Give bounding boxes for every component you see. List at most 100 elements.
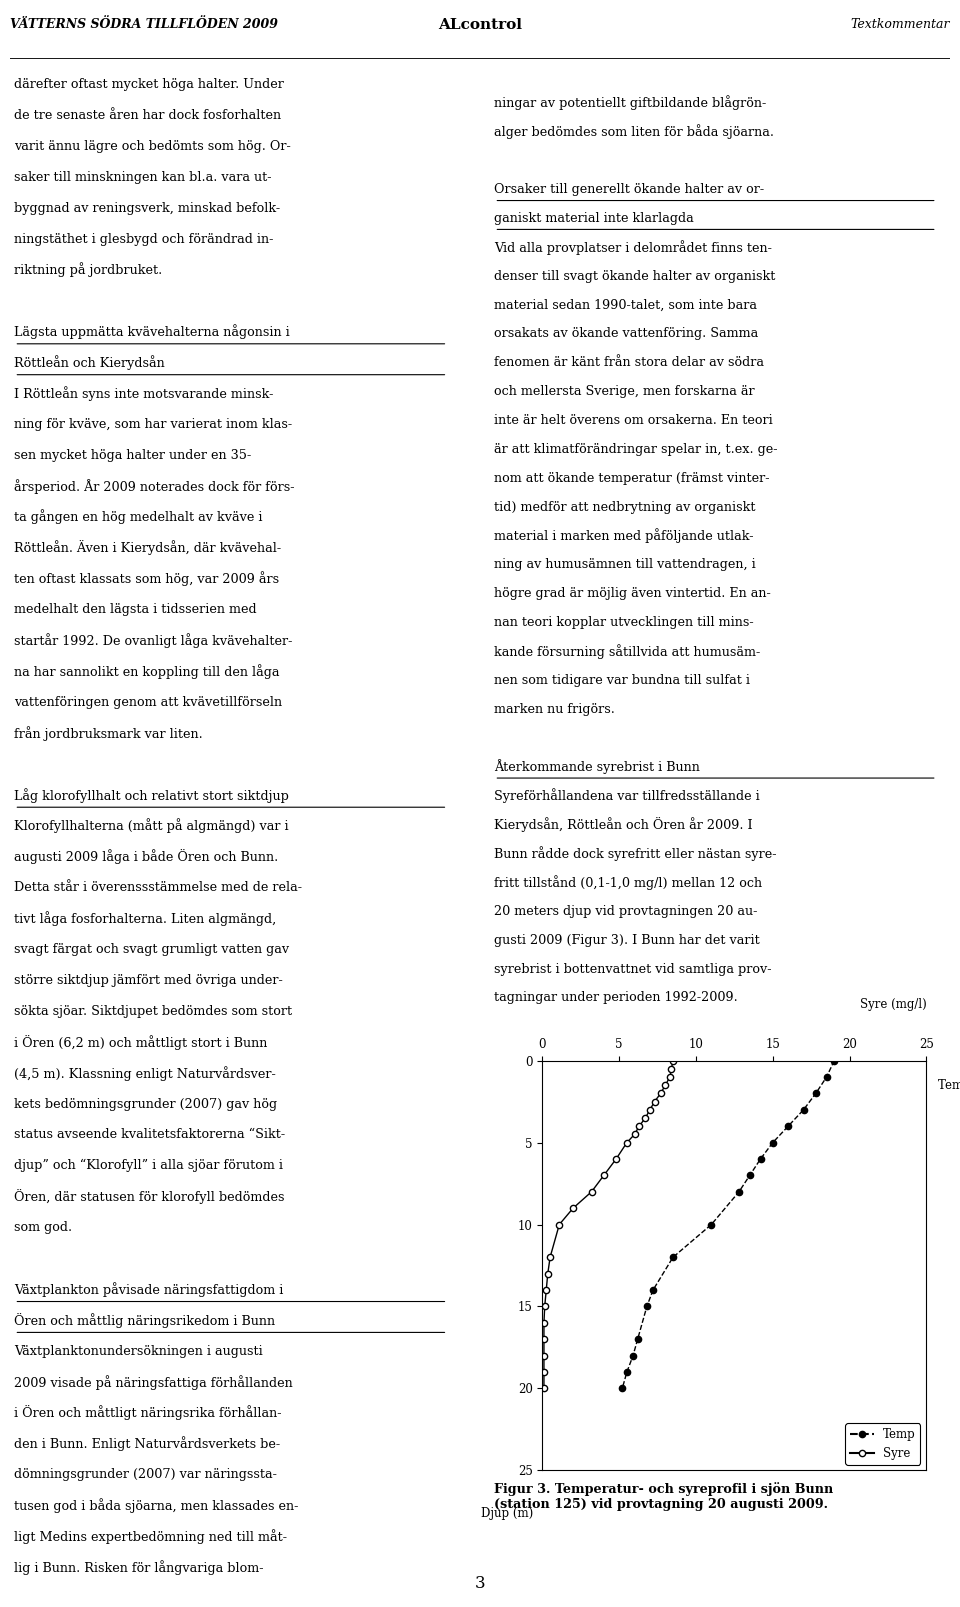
Temp	[828, 1051, 840, 1070]
Text: Bunn rådde dock syrefritt eller nästan syre-: Bunn rådde dock syrefritt eller nästan s…	[494, 847, 777, 861]
Syre	[649, 1093, 660, 1112]
Text: djup” och “Klorofyll” i alla sjöar förutom i: djup” och “Klorofyll” i alla sjöar förut…	[14, 1159, 283, 1173]
Text: tagningar under perioden 1992-2009.: tagningar under perioden 1992-2009.	[494, 992, 738, 1004]
Text: Lägsta uppmätta kvävehalterna någonsin i: Lägsta uppmätta kvävehalterna någonsin i	[14, 325, 290, 339]
Text: I Röttleån syns inte motsvarande minsk-: I Röttleån syns inte motsvarande minsk-	[14, 386, 274, 400]
Text: nom att ökande temperatur (främst vinter-: nom att ökande temperatur (främst vinter…	[494, 472, 770, 485]
Text: kande försurning såtillvida att humusäm-: kande försurning såtillvida att humusäm-	[494, 644, 760, 659]
Text: de tre senaste åren har dock fosforhalten: de tre senaste åren har dock fosforhalte…	[14, 109, 281, 122]
Text: ten oftast klassats som hög, var 2009 års: ten oftast klassats som hög, var 2009 år…	[14, 572, 279, 587]
Text: fritt tillstånd (0,1-1,0 mg/l) mellan 12 och: fritt tillstånd (0,1-1,0 mg/l) mellan 12…	[494, 876, 762, 890]
Text: nan teori kopplar utvecklingen till mins-: nan teori kopplar utvecklingen till mins…	[494, 615, 754, 628]
Text: fenomen är känt från stora delar av södra: fenomen är känt från stora delar av södr…	[494, 357, 764, 370]
Temp	[767, 1133, 779, 1152]
Text: tivt låga fosforhalterna. Liten algmängd,: tivt låga fosforhalterna. Liten algmängd…	[14, 911, 276, 926]
Syre	[544, 1247, 556, 1266]
Legend: Temp, Syre: Temp, Syre	[845, 1424, 921, 1464]
Syre	[554, 1215, 565, 1234]
Text: status avseende kvalitetsfaktorerna “Sikt-: status avseende kvalitetsfaktorerna “Sik…	[14, 1128, 285, 1141]
Syre	[664, 1067, 676, 1086]
Syre	[539, 1363, 550, 1382]
Temp	[810, 1083, 822, 1102]
Text: medelhalt den lägsta i tidsserien med: medelhalt den lägsta i tidsserien med	[14, 603, 257, 615]
Text: 3: 3	[474, 1575, 486, 1593]
Text: ning för kväve, som har varierat inom klas-: ning för kväve, som har varierat inom kl…	[14, 418, 293, 431]
Text: Orsaker till generellt ökande halter av or-: Orsaker till generellt ökande halter av …	[494, 183, 764, 196]
Syre	[542, 1265, 554, 1284]
Text: 20 meters djup vid provtagningen 20 au-: 20 meters djup vid provtagningen 20 au-	[494, 905, 757, 918]
Syre	[644, 1101, 656, 1120]
Text: material sedan 1990-talet, som inte bara: material sedan 1990-talet, som inte bara	[494, 299, 757, 312]
Syre	[660, 1075, 671, 1094]
Temp	[706, 1215, 717, 1234]
Text: Vid alla provplatser i delområdet finns ten-: Vid alla provplatser i delområdet finns …	[494, 239, 772, 254]
Text: syrebrist i bottenvattnet vid samtliga prov-: syrebrist i bottenvattnet vid samtliga p…	[494, 963, 772, 975]
Text: (4,5 m). Klassning enligt Naturvårdsver-: (4,5 m). Klassning enligt Naturvårdsver-	[14, 1065, 276, 1080]
Line: Syre: Syre	[540, 1057, 676, 1392]
Text: startår 1992. De ovanligt låga kvävehalter-: startår 1992. De ovanligt låga kvävehalt…	[14, 633, 293, 648]
Text: Kierydsån, Röttleån och Ören år 2009. I: Kierydsån, Röttleån och Ören år 2009. I	[494, 818, 753, 832]
Text: tusen god i båda sjöarna, men klassades en-: tusen god i båda sjöarna, men klassades …	[14, 1498, 299, 1514]
Text: högre grad är möjlig även vintertid. En an-: högre grad är möjlig även vintertid. En …	[494, 587, 771, 599]
Text: lig i Bunn. Risken för långvariga blom-: lig i Bunn. Risken för långvariga blom-	[14, 1560, 264, 1575]
Syre	[539, 1347, 550, 1366]
Text: Röttleån och Kierydsån: Röttleån och Kierydsån	[14, 355, 165, 370]
Text: tid) medför att nedbrytning av organiskt: tid) medför att nedbrytning av organiskt	[494, 501, 756, 514]
Text: ningar av potentiellt giftbildande blågrön-: ningar av potentiellt giftbildande blågr…	[494, 95, 767, 111]
Text: ganiskt material inte klarlagda: ganiskt material inte klarlagda	[494, 212, 694, 225]
Temp	[641, 1297, 653, 1316]
Syre	[611, 1149, 622, 1168]
Text: Röttleån. Även i Kierydsån, där kvävehal-: Röttleån. Även i Kierydsån, där kvävehal…	[14, 540, 281, 556]
Text: 2009 visade på näringsfattiga förhållanden: 2009 visade på näringsfattiga förhålland…	[14, 1374, 293, 1390]
Text: sen mycket höga halter under en 35-: sen mycket höga halter under en 35-	[14, 448, 252, 461]
Text: na har sannolikt en koppling till den låga: na har sannolikt en koppling till den lå…	[14, 664, 280, 680]
Text: riktning på jordbruket.: riktning på jordbruket.	[14, 262, 162, 278]
Syre	[667, 1051, 679, 1070]
Text: Figur 3. Temperatur- och syreprofil i sjön Bunn
(station 125) vid provtagning 20: Figur 3. Temperatur- och syreprofil i sj…	[494, 1482, 833, 1511]
Temp	[755, 1149, 766, 1168]
Temp	[647, 1281, 659, 1300]
Syre	[539, 1329, 550, 1348]
Text: varit ännu lägre och bedömts som hög. Or-: varit ännu lägre och bedömts som hög. Or…	[14, 140, 291, 153]
Temp	[733, 1183, 745, 1202]
Text: orsakats av ökande vattenföring. Samma: orsakats av ökande vattenföring. Samma	[494, 328, 758, 341]
Text: som god.: som god.	[14, 1221, 73, 1234]
Temp	[621, 1363, 633, 1382]
Text: Växtplanktonundersökningen i augusti: Växtplanktonundersökningen i augusti	[14, 1345, 263, 1358]
Text: ligt Medins expertbedömning ned till måt-: ligt Medins expertbedömning ned till måt…	[14, 1530, 287, 1544]
Text: svagt färgat och svagt grumligt vatten gav: svagt färgat och svagt grumligt vatten g…	[14, 943, 290, 956]
Syre	[539, 1379, 550, 1398]
Text: inte är helt överens om orsakerna. En teori: inte är helt överens om orsakerna. En te…	[494, 415, 773, 427]
Text: årsperiod. År 2009 noterades dock för förs-: årsperiod. År 2009 noterades dock för fö…	[14, 479, 295, 493]
Text: ta gången en hög medelhalt av kväve i: ta gången en hög medelhalt av kväve i	[14, 509, 263, 524]
Text: är att klimatförändringar spelar in, t.ex. ge-: är att klimatförändringar spelar in, t.e…	[494, 444, 778, 456]
Text: alger bedömdes som liten för båda sjöarna.: alger bedömdes som liten för båda sjöarn…	[494, 124, 775, 140]
Temp	[744, 1165, 756, 1184]
Text: saker till minskningen kan bl.a. vara ut-: saker till minskningen kan bl.a. vara ut…	[14, 170, 272, 183]
Text: från jordbruksmark var liten.: från jordbruksmark var liten.	[14, 726, 204, 741]
Syre	[540, 1281, 552, 1300]
Text: Temp (°C): Temp (°C)	[938, 1078, 960, 1091]
Syre	[539, 1313, 550, 1332]
Syre	[621, 1133, 633, 1152]
Syre	[634, 1117, 645, 1136]
Text: dömningsgrunder (2007) var näringssta-: dömningsgrunder (2007) var näringssta-	[14, 1469, 277, 1482]
Temp	[632, 1329, 643, 1348]
Temp	[616, 1379, 628, 1398]
Text: Låg klorofyllhalt och relativt stort siktdjup: Låg klorofyllhalt och relativt stort sik…	[14, 787, 289, 802]
Text: Djup (m): Djup (m)	[481, 1507, 533, 1520]
Text: vattenföringen genom att kvävetillförseln: vattenföringen genom att kvävetillförsel…	[14, 696, 282, 709]
Text: Syre (mg/l): Syre (mg/l)	[859, 998, 926, 1011]
Temp	[821, 1067, 832, 1086]
Text: Återkommande syrebrist i Bunn: Återkommande syrebrist i Bunn	[494, 760, 700, 775]
Text: Ören, där statusen för klorofyll bedömdes: Ören, där statusen för klorofyll bedömde…	[14, 1189, 285, 1204]
Syre	[586, 1183, 597, 1202]
Text: VÄTTERNS SÖDRA TILLFLÖDEN 2009: VÄTTERNS SÖDRA TILLFLÖDEN 2009	[10, 19, 277, 32]
Text: Ören och måttlig näringsrikedom i Bunn: Ören och måttlig näringsrikedom i Bunn	[14, 1313, 276, 1327]
Temp	[667, 1247, 679, 1266]
Syre	[629, 1125, 640, 1144]
Text: den i Bunn. Enligt Naturvårdsverkets be-: den i Bunn. Enligt Naturvårdsverkets be-	[14, 1437, 280, 1451]
Syre	[598, 1165, 610, 1184]
Text: material i marken med påföljande utlak-: material i marken med påföljande utlak-	[494, 529, 754, 543]
Text: byggnad av reningsverk, minskad befolk-: byggnad av reningsverk, minskad befolk-	[14, 201, 280, 215]
